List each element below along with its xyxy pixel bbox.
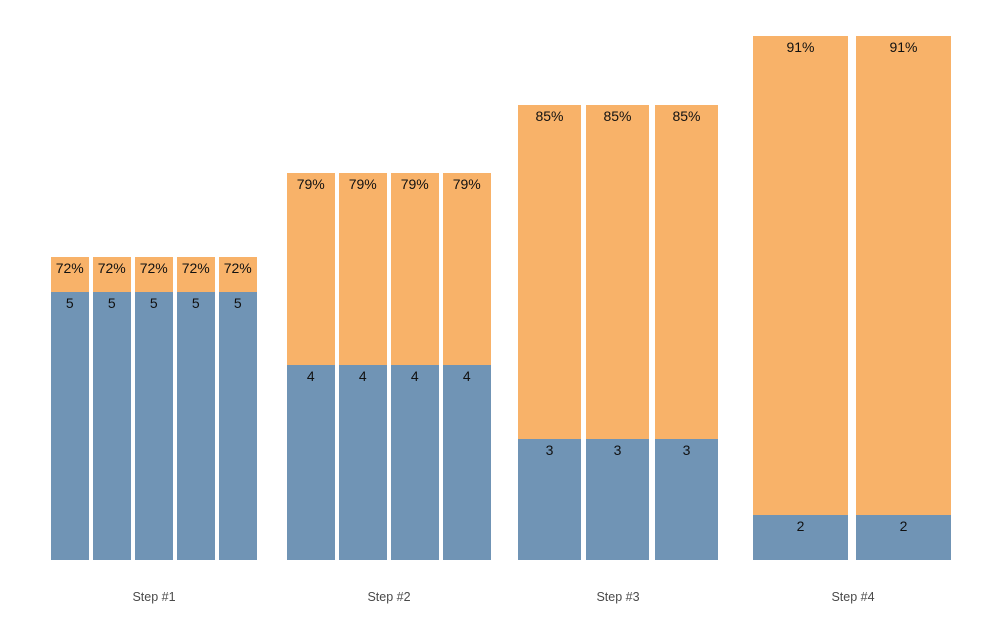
bar-segment-value: 5 xyxy=(177,292,215,560)
percent-label: 85% xyxy=(535,108,564,124)
stacked-bar-step1-3: 72% 5 xyxy=(135,257,173,560)
bar-segment-value: 3 xyxy=(586,439,649,560)
percent-label: 79% xyxy=(452,176,481,192)
value-label: 5 xyxy=(233,295,242,311)
bar-segment-percent: 72% xyxy=(51,257,89,292)
bar-segment-value: 4 xyxy=(339,365,387,560)
percent-label: 72% xyxy=(139,260,168,276)
bar-segment-percent: 72% xyxy=(135,257,173,292)
percent-label: 85% xyxy=(603,108,632,124)
bar-segment-percent: 72% xyxy=(219,257,257,292)
bar-segment-value: 5 xyxy=(135,292,173,560)
stacked-bar-step4-1: 91% 2 xyxy=(753,36,848,560)
stacked-bar-step4-2: 91% 2 xyxy=(856,36,951,560)
value-label: 4 xyxy=(306,368,315,384)
bar-segment-value: 4 xyxy=(287,365,335,560)
bar-segment-percent: 72% xyxy=(93,257,131,292)
stacked-bar-step2-3: 79% 4 xyxy=(391,173,439,560)
percent-label: 79% xyxy=(400,176,429,192)
percent-label: 72% xyxy=(97,260,126,276)
stacked-bar-step3-2: 85% 3 xyxy=(586,105,649,560)
bar-segment-value: 5 xyxy=(219,292,257,560)
stacked-bar-step3-3: 85% 3 xyxy=(655,105,718,560)
bar-segment-percent: 85% xyxy=(518,105,581,439)
value-label: 2 xyxy=(899,518,908,534)
stacked-bar-step1-5: 72% 5 xyxy=(219,257,257,560)
bar-segment-percent: 79% xyxy=(443,173,491,365)
percent-label: 91% xyxy=(786,39,815,55)
value-label: 5 xyxy=(191,295,200,311)
value-label: 4 xyxy=(410,368,419,384)
value-label: 3 xyxy=(545,442,554,458)
stacked-bar-step2-4: 79% 4 xyxy=(443,173,491,560)
bar-segment-value: 2 xyxy=(856,515,951,560)
value-label: 4 xyxy=(462,368,471,384)
percent-label: 91% xyxy=(889,39,918,55)
value-label: 5 xyxy=(65,295,74,311)
percent-label: 85% xyxy=(672,108,701,124)
value-label: 5 xyxy=(107,295,116,311)
percent-label: 79% xyxy=(348,176,377,192)
percent-label: 72% xyxy=(181,260,210,276)
bar-segment-percent: 79% xyxy=(339,173,387,365)
value-label: 5 xyxy=(149,295,158,311)
bar-segment-percent: 72% xyxy=(177,257,215,292)
x-axis-label-step1: Step #1 xyxy=(132,590,176,604)
bar-segment-value: 4 xyxy=(391,365,439,560)
bar-segment-value: 5 xyxy=(51,292,89,560)
percent-label: 72% xyxy=(55,260,84,276)
x-axis-label-step4: Step #4 xyxy=(831,590,875,604)
x-axis-label-step3: Step #3 xyxy=(596,590,640,604)
bar-segment-percent: 85% xyxy=(655,105,718,439)
bar-segment-value: 3 xyxy=(518,439,581,560)
stacked-bar-step2-1: 79% 4 xyxy=(287,173,335,560)
value-label: 2 xyxy=(796,518,805,534)
bar-segment-value: 3 xyxy=(655,439,718,560)
stacked-bar-step3-1: 85% 3 xyxy=(518,105,581,560)
bar-segment-value: 4 xyxy=(443,365,491,560)
bar-segment-percent: 79% xyxy=(391,173,439,365)
bar-segment-percent: 91% xyxy=(753,36,848,515)
bar-segment-value: 2 xyxy=(753,515,848,560)
bar-segment-percent: 79% xyxy=(287,173,335,365)
stacked-bar-step2-2: 79% 4 xyxy=(339,173,387,560)
bar-segment-percent: 85% xyxy=(586,105,649,439)
stacked-bar-step1-2: 72% 5 xyxy=(93,257,131,560)
stacked-bar-step1-1: 72% 5 xyxy=(51,257,89,560)
bar-segment-value: 5 xyxy=(93,292,131,560)
percent-label: 72% xyxy=(223,260,252,276)
bar-segment-percent: 91% xyxy=(856,36,951,515)
value-label: 3 xyxy=(682,442,691,458)
stacked-bar-step1-4: 72% 5 xyxy=(177,257,215,560)
value-label: 4 xyxy=(358,368,367,384)
percent-label: 79% xyxy=(296,176,325,192)
x-axis-label-step2: Step #2 xyxy=(367,590,411,604)
value-label: 3 xyxy=(613,442,622,458)
